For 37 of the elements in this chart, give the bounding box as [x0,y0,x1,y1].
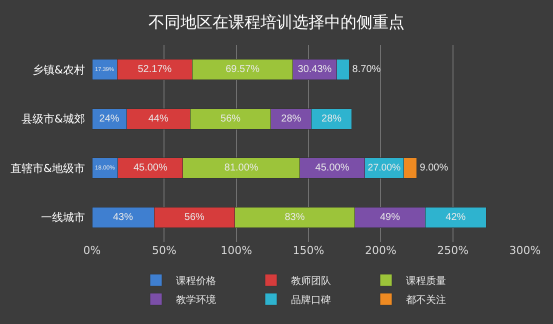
data-label: 56% [220,113,241,124]
data-label: 28% [322,113,342,124]
x-tick-label: 250% [437,244,469,257]
data-label: 43% [112,212,134,223]
data-label: 52.17% [138,64,172,76]
data-label: 83% [284,212,305,223]
x-tick-label: 50% [152,244,176,257]
legend-label: 教师团队 [291,275,331,288]
legend-label: 课程质量 [406,275,446,288]
data-label: 81.00% [224,162,258,174]
data-label: 42% [446,212,466,223]
data-label: 28% [281,113,302,124]
legend-label: 品牌口碑 [291,294,331,306]
data-label: 8.70% [352,64,381,76]
legend-label: 课程价格 [176,275,216,288]
chart-title: 不同地区在课程培训选择中的侧重点 [148,12,404,32]
x-tick-label: 0% [83,244,101,257]
x-tick-label: 300% [509,244,541,257]
y-tick-label: 一线城市 [41,211,85,224]
data-label: 69.57% [226,64,260,76]
legend-label: 教学环境 [176,294,216,306]
x-tick-label: 150% [292,244,324,257]
data-label: 9.00% [420,162,448,174]
data-label: 27.00% [368,162,402,174]
y-tick-label: 直辖市&地级市 [10,162,85,175]
data-label: 45.00% [133,162,168,174]
data-label: 44% [148,113,168,124]
x-tick-label: 100% [220,244,252,257]
y-tick-label: 乡镇&农村 [32,63,85,76]
legend-label: 都不关注 [406,294,446,306]
data-label: 30.43% [298,64,332,76]
data-label: 45.00% [315,162,350,174]
x-tick-label: 200% [364,244,396,257]
data-label: 24% [99,113,120,124]
y-tick-label: 县级市&城郊 [21,112,85,126]
data-label: 49% [380,212,400,223]
data-label: 56% [184,212,205,223]
